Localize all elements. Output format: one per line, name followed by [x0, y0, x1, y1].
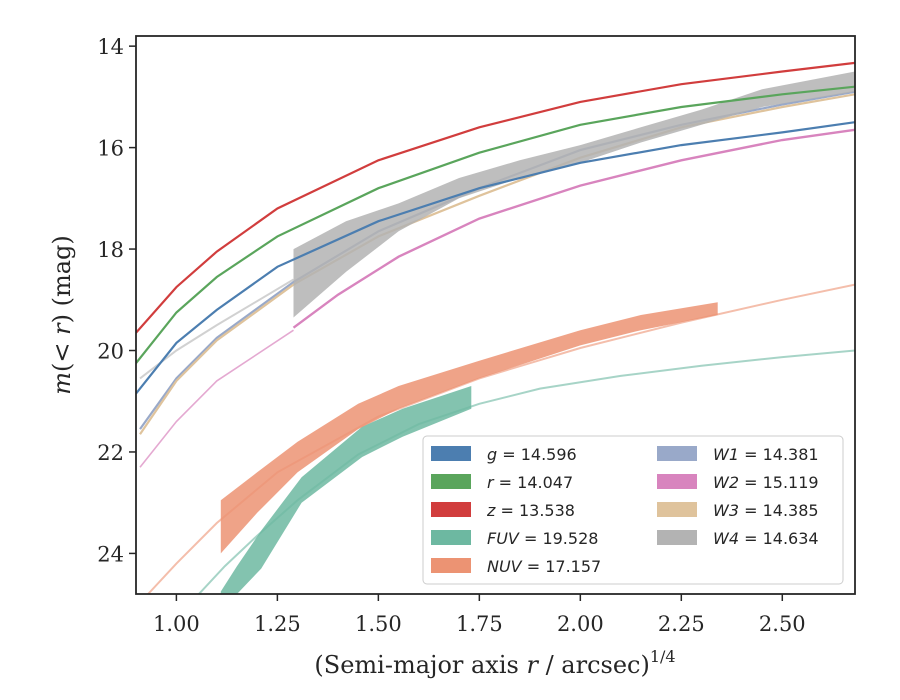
x-tick-label: 1.50	[355, 612, 402, 636]
plot-frame	[135, 35, 856, 595]
legend-box	[422, 435, 844, 585]
series-w3-line	[139, 93, 855, 435]
legend-band-value: = 14.385	[739, 501, 819, 520]
legend-label-z: z = 13.538	[486, 501, 575, 520]
series-g-line	[136, 121, 855, 395]
legend-band-name: z	[486, 501, 496, 520]
y-axis-label: m(< r) (mag)	[48, 235, 76, 395]
y-axis-label-mid: (<	[48, 335, 76, 372]
legend-swatch-g	[431, 446, 471, 461]
y-axis-label-var: r	[48, 322, 76, 335]
legend-band-name: NUV	[487, 557, 523, 576]
series-w4-band	[293, 71, 855, 318]
legend-label-w4: W4 = 14.634	[713, 529, 819, 548]
legend-band-name: W4	[713, 529, 739, 548]
legend-band-value: = 14.047	[494, 473, 574, 492]
legend-band-name: W3	[713, 501, 739, 520]
y-axis-label-main: m	[48, 372, 76, 395]
series-fuv-band	[220, 386, 472, 594]
legend-band-name: r	[487, 473, 495, 492]
legend-swatch-w1	[657, 446, 697, 461]
series-nuv-band	[220, 302, 718, 554]
legend-band-name: W2	[713, 473, 739, 492]
x-tick-label: 2.25	[658, 612, 705, 636]
x-axis: 1.00 1.25 1.50 1.75 2.00 2.25 2.50	[153, 594, 806, 636]
legend-label-nuv: NUV = 17.157	[487, 557, 601, 576]
y-tick-label: 18	[97, 238, 124, 262]
legend-band-name: FUV	[487, 529, 520, 548]
legend-band-value: = 17.157	[522, 557, 602, 576]
y-tick-label: 16	[97, 137, 124, 161]
x-axis-label-rest: / arcsec)	[538, 651, 650, 679]
legend-label-w3: W3 = 14.385	[713, 501, 819, 520]
series-w4	[139, 71, 855, 380]
legend-band-value: = 13.538	[495, 501, 575, 520]
series-g	[136, 121, 855, 395]
series-w1-line	[139, 90, 855, 430]
series-r	[136, 85, 855, 364]
legend-label-r: r = 14.047	[487, 473, 573, 492]
y-tick-label: 24	[97, 542, 124, 566]
legend-band-value: = 14.381	[739, 445, 819, 464]
series-w2-line	[292, 128, 855, 329]
legend-label-g: g = 14.596	[487, 445, 577, 464]
x-tick-label: 2.50	[759, 612, 806, 636]
y-axis: 14 16 18 20 22 24	[97, 35, 136, 566]
y-tick-label: 14	[97, 35, 124, 59]
series-z	[136, 61, 855, 334]
x-axis-label-sup: 1/4	[650, 647, 676, 666]
x-axis-label-main: (Semi-major axis	[314, 651, 526, 679]
y-axis-label-rest: ) (mag)	[48, 235, 76, 323]
legend-swatch-r	[431, 474, 471, 489]
x-tick-label: 1.00	[153, 612, 200, 636]
legend-swatch-fuv	[431, 530, 471, 545]
x-axis-label: (Semi-major axis r / arcsec)1/4	[314, 647, 675, 679]
series-layer	[136, 61, 855, 594]
series-w2-model-line	[139, 329, 294, 468]
legend-swatch-w2	[657, 474, 697, 489]
legend-band-value: = 15.119	[739, 473, 819, 492]
legend-label-w1: W1 = 14.381	[713, 445, 819, 464]
series-fuv	[197, 349, 855, 594]
series-nuv	[147, 283, 855, 594]
legend-band-name: g	[487, 445, 497, 464]
series-w3	[139, 93, 855, 435]
series-w1	[139, 90, 855, 430]
x-tick-label: 1.75	[456, 612, 503, 636]
legend-band-value: = 19.528	[519, 529, 599, 548]
x-tick-label: 1.25	[254, 612, 301, 636]
series-nuv-model-line	[147, 283, 855, 594]
legend-swatch-nuv	[431, 558, 471, 573]
series-w2	[139, 128, 855, 468]
legend-swatch-w3	[657, 502, 697, 517]
x-axis-label-var: r	[526, 651, 539, 679]
legend-label-w2: W2 = 15.119	[713, 473, 819, 492]
legend-band-name: W1	[713, 445, 739, 464]
legend-swatch-w4	[657, 530, 697, 545]
legend-label-fuv: FUV = 19.528	[487, 529, 598, 548]
series-r-line	[136, 85, 855, 364]
x-tick-label: 2.00	[557, 612, 604, 636]
series-z-line	[136, 61, 855, 334]
legend-band-value: = 14.634	[739, 529, 819, 548]
legend-swatch-z	[431, 502, 471, 517]
legend-band-value: = 14.596	[497, 445, 577, 464]
y-tick-label: 20	[97, 340, 124, 364]
y-tick-label: 22	[97, 441, 124, 465]
